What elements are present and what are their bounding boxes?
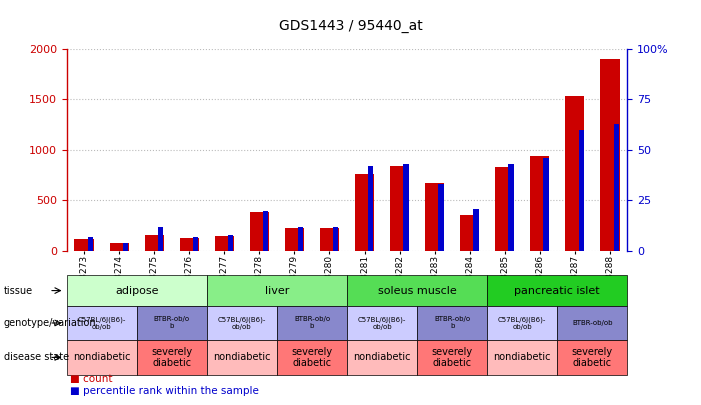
Text: BTBR-ob/ob: BTBR-ob/ob bbox=[572, 320, 613, 326]
Bar bbox=[495, 167, 515, 251]
Bar bbox=[109, 243, 129, 251]
Text: GDS1443 / 95440_at: GDS1443 / 95440_at bbox=[278, 19, 423, 33]
Text: genotype/variation: genotype/variation bbox=[4, 318, 96, 328]
Bar bbox=[285, 228, 304, 251]
Bar bbox=[508, 164, 514, 251]
Text: disease state: disease state bbox=[4, 352, 69, 362]
Text: nondiabetic: nondiabetic bbox=[353, 352, 411, 362]
Text: ■ count: ■ count bbox=[70, 374, 113, 384]
Text: severely
diabetic: severely diabetic bbox=[292, 347, 332, 368]
Bar bbox=[298, 227, 304, 251]
Text: C57BL/6J(B6)-
ob/ob: C57BL/6J(B6)- ob/ob bbox=[217, 316, 266, 330]
Bar bbox=[543, 158, 549, 251]
Bar bbox=[530, 156, 550, 251]
Bar bbox=[438, 184, 444, 251]
Text: C57BL/6J(B6)-
ob/ob: C57BL/6J(B6)- ob/ob bbox=[498, 316, 547, 330]
Text: nondiabetic: nondiabetic bbox=[73, 352, 130, 362]
Bar bbox=[179, 238, 199, 251]
Text: BTBR-ob/o
b: BTBR-ob/o b bbox=[434, 316, 470, 330]
Bar bbox=[193, 237, 198, 251]
Bar bbox=[158, 227, 163, 251]
Bar bbox=[403, 164, 409, 251]
Text: ■ percentile rank within the sample: ■ percentile rank within the sample bbox=[70, 386, 259, 396]
Text: C57BL/6J(B6)-
ob/ob: C57BL/6J(B6)- ob/ob bbox=[77, 316, 126, 330]
Bar bbox=[425, 183, 444, 251]
Bar bbox=[390, 166, 409, 251]
Bar bbox=[123, 243, 128, 251]
Text: adipose: adipose bbox=[115, 286, 158, 296]
Text: severely
diabetic: severely diabetic bbox=[432, 347, 472, 368]
Text: C57BL/6J(B6)-
ob/ob: C57BL/6J(B6)- ob/ob bbox=[358, 316, 407, 330]
Text: soleus muscle: soleus muscle bbox=[378, 286, 456, 296]
Text: liver: liver bbox=[265, 286, 289, 296]
Text: nondiabetic: nondiabetic bbox=[213, 352, 271, 362]
Bar bbox=[368, 166, 374, 251]
Bar bbox=[215, 236, 234, 251]
Text: nondiabetic: nondiabetic bbox=[494, 352, 551, 362]
Text: BTBR-ob/o
b: BTBR-ob/o b bbox=[154, 316, 190, 330]
Bar bbox=[578, 130, 584, 251]
Bar bbox=[320, 228, 339, 251]
Text: severely
diabetic: severely diabetic bbox=[151, 347, 192, 368]
Bar bbox=[600, 59, 620, 251]
Bar bbox=[74, 239, 94, 251]
Bar bbox=[228, 235, 233, 251]
Bar bbox=[88, 237, 93, 251]
Text: tissue: tissue bbox=[4, 286, 33, 296]
Bar bbox=[263, 211, 268, 251]
Bar bbox=[473, 209, 479, 251]
Text: pancreatic islet: pancreatic islet bbox=[515, 286, 600, 296]
Bar bbox=[250, 211, 269, 251]
Bar bbox=[565, 96, 585, 251]
Text: BTBR-ob/o
b: BTBR-ob/o b bbox=[294, 316, 330, 330]
Bar bbox=[613, 124, 619, 251]
Bar bbox=[460, 215, 479, 251]
Bar bbox=[355, 174, 374, 251]
Text: severely
diabetic: severely diabetic bbox=[572, 347, 613, 368]
Bar bbox=[144, 235, 164, 251]
Bar bbox=[333, 227, 339, 251]
